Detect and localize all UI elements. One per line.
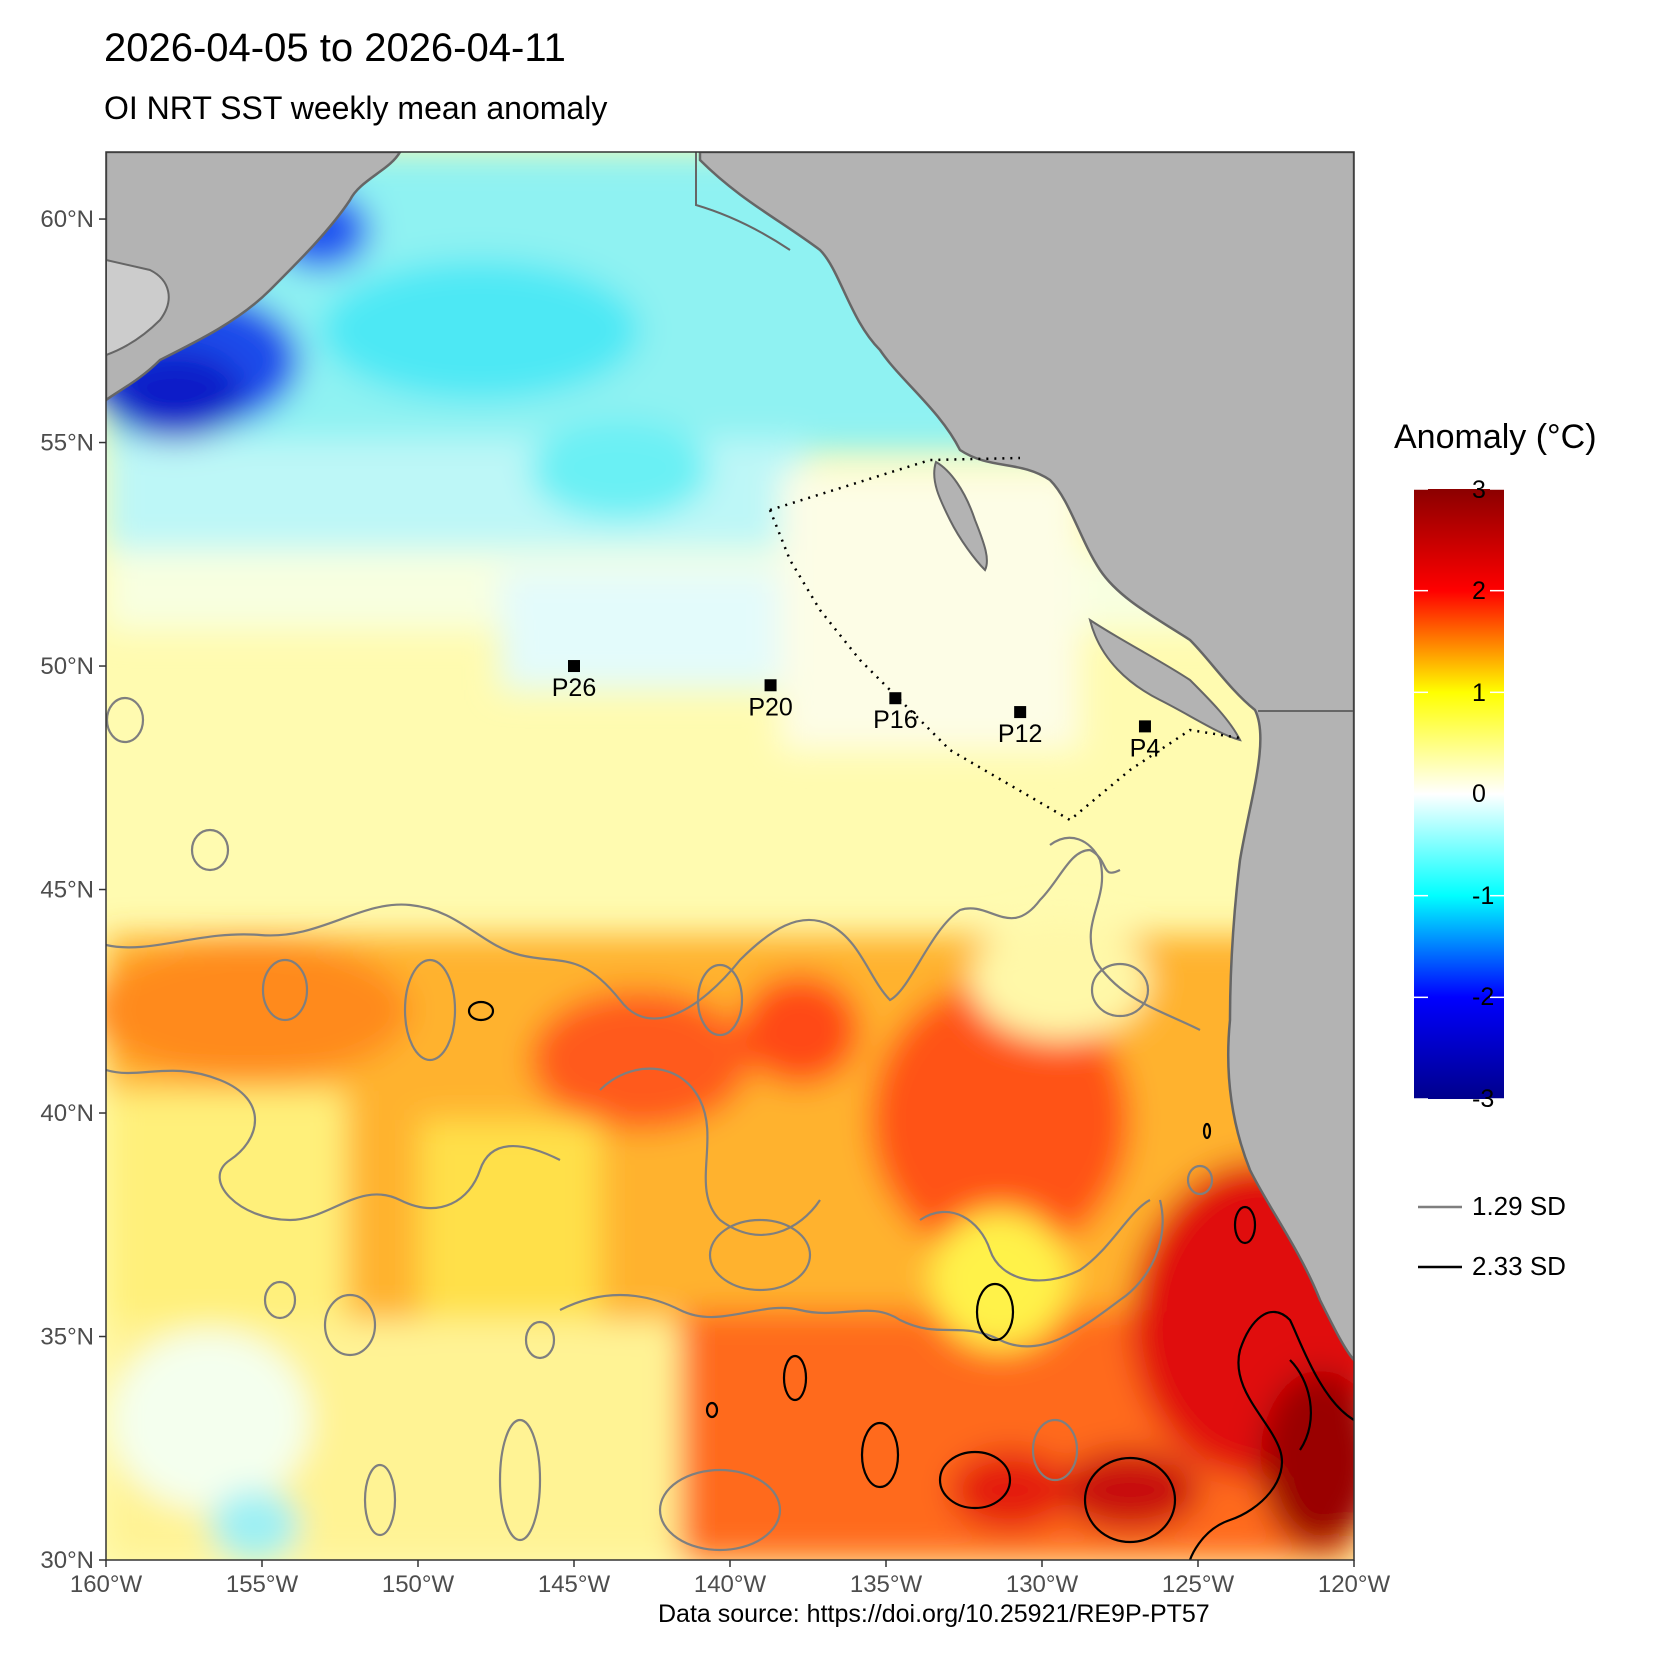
- colorbar-label-neg1: -1: [1472, 882, 1495, 910]
- station-label-p12: P12: [998, 720, 1042, 748]
- lat-tick-label: 35°N: [40, 1324, 94, 1351]
- lat-tick-label: 50°N: [40, 653, 94, 680]
- lon-tick-label: 155°W: [226, 1571, 299, 1598]
- lat-tick-label: 45°N: [40, 877, 94, 904]
- colorbar-label-neg2: -2: [1472, 983, 1495, 1011]
- lon-tick-label: 120°W: [1318, 1571, 1391, 1598]
- map-panel: [106, 152, 1354, 1560]
- station-markers: P26 P20 P16 P12 P4: [552, 660, 1161, 762]
- lon-tick-label: 140°W: [694, 1571, 767, 1598]
- data-source-note: Data source: https://doi.org/10.25921/RE…: [658, 1600, 1210, 1628]
- colorbar-label-1: 1: [1472, 679, 1486, 707]
- lat-tick-label: 55°N: [40, 430, 94, 457]
- contours-2-33-sd: [467, 1000, 1354, 1560]
- station-marker-p16: [889, 692, 902, 705]
- station-marker-p4: [1138, 720, 1151, 733]
- lon-tick-label: 125°W: [1162, 1571, 1235, 1598]
- station-label-p20: P20: [748, 693, 792, 721]
- colorbar-label-0: 0: [1472, 780, 1486, 808]
- vancouver-island: [1088, 617, 1242, 742]
- contours-1-29-sd: [106, 696, 1214, 1552]
- lon-tick-label: 135°W: [850, 1571, 923, 1598]
- legend-label-1-29-sd: 1.29 SD: [1472, 1191, 1566, 1221]
- station-label-p16: P16: [873, 706, 917, 734]
- haida-gwaii: [933, 460, 988, 572]
- legend-title: Anomaly (°C): [1394, 418, 1597, 456]
- alaska-peninsula: [106, 152, 402, 402]
- lon-tick-label: 160°W: [70, 1571, 143, 1598]
- lat-tick-label: 30°N: [40, 1547, 94, 1574]
- lon-tick-label: 130°W: [1006, 1571, 1079, 1598]
- colorbar-label-2: 2: [1472, 577, 1486, 605]
- colorbar-ticks: [1414, 488, 1504, 1100]
- colorbar: [1414, 489, 1504, 1099]
- lon-tick-label: 145°W: [538, 1571, 611, 1598]
- lat-tick-label: 40°N: [40, 1100, 94, 1127]
- station-marker-p26: [568, 660, 580, 673]
- colorbar-label-neg3: -3: [1472, 1085, 1495, 1113]
- station-marker-p12: [1014, 706, 1027, 719]
- legend-label-2-33-sd: 2.33 SD: [1472, 1251, 1566, 1281]
- plot-title: 2026-04-05 to 2026-04-11: [104, 26, 566, 70]
- plot-subtitle: OI NRT SST weekly mean anomaly: [104, 90, 608, 126]
- north-america-coast: [698, 152, 1354, 1362]
- station-marker-p20: [764, 679, 777, 692]
- lat-tick-label: 60°N: [40, 206, 94, 233]
- alaska-canada-border: [695, 152, 791, 251]
- station-label-p26: P26: [552, 674, 596, 702]
- station-label-p4: P4: [1130, 734, 1161, 762]
- colorbar-label-3: 3: [1472, 476, 1486, 504]
- lon-tick-label: 150°W: [382, 1571, 455, 1598]
- bristol-bay-land: [106, 258, 170, 357]
